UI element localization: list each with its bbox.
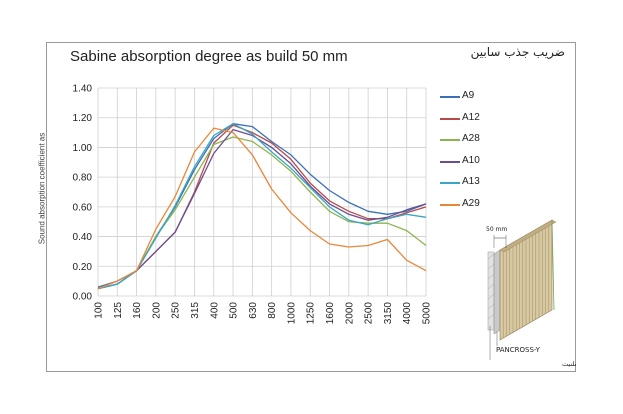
- legend-label: A10: [462, 154, 480, 166]
- x-tick-label: 100: [94, 302, 105, 319]
- legend-swatch: [440, 160, 460, 163]
- x-tick-label: 200: [151, 302, 162, 319]
- series-line-a13: [97, 123, 427, 290]
- chart-title: Sabine absorption degree as build 50 mm: [70, 48, 348, 65]
- grid-lines: [97, 87, 427, 297]
- legend-swatch: [440, 139, 460, 142]
- persian-title: ضریب جذب سابین: [470, 45, 565, 59]
- material-label: پشم سنگ یا سلنیت: [562, 360, 576, 368]
- y-tick-label: 0.20: [73, 262, 93, 273]
- y-tick-label: 1.00: [73, 143, 93, 154]
- legend-label: A28: [462, 133, 480, 145]
- x-tick-label: 4000: [402, 302, 413, 325]
- legend-label: A9: [462, 90, 475, 101]
- legend-swatch: [440, 96, 460, 98]
- x-tick-label: 5000: [422, 302, 433, 325]
- legend-label: A13: [462, 176, 480, 188]
- x-tick-label: 1000: [286, 302, 297, 325]
- y-tick-label: 0.80: [73, 173, 93, 184]
- legend-swatch: [440, 203, 460, 206]
- y-tick-labels: 0.00 0.20 0.40 0.60 0.80 1.00 1.20 1.40: [73, 84, 93, 303]
- x-tick-label: 125: [113, 302, 124, 319]
- panel-illustration: 50 mm PANCROSS-Y پشم سنگ یا سلنیت: [486, 219, 576, 368]
- x-tick-label: 250: [171, 302, 182, 319]
- y-tick-label: 0.60: [73, 202, 93, 213]
- x-tick-label: 315: [190, 302, 201, 319]
- x-tick-label: 1250: [306, 302, 317, 325]
- x-tick-label: 160: [132, 302, 143, 319]
- y-tick-label: 0.40: [73, 232, 93, 243]
- x-tick-labels: 100 125 160 200 250 315 400 500 630 800 1000 1250 16…: [94, 302, 433, 325]
- x-tick-label: 2500: [364, 302, 375, 325]
- x-tick-label: 400: [209, 302, 220, 319]
- x-tick-label: 630: [248, 302, 259, 319]
- series-line-a10: [97, 128, 427, 290]
- chart-frame: [46, 42, 576, 372]
- dimension-label: 50 mm: [486, 226, 507, 233]
- legend-swatch: [440, 117, 460, 120]
- x-tick-label: 500: [229, 302, 240, 319]
- x-tick-label: 1600: [325, 302, 336, 325]
- series-line-a29: [97, 127, 427, 290]
- x-tick-label: 800: [267, 302, 278, 319]
- product-label: PANCROSS-Y: [496, 346, 541, 354]
- y-tick-label: 1.40: [73, 84, 93, 95]
- insulation-layer: [493, 249, 501, 335]
- x-tick-label: 3150: [383, 302, 394, 325]
- series-lines: [97, 123, 427, 290]
- y-tick-label: 1.20: [73, 113, 93, 124]
- legend-swatch: [440, 182, 460, 185]
- legend-label: A29: [462, 197, 480, 209]
- legend-label: A12: [462, 111, 480, 123]
- y-tick-label: 0.00: [73, 292, 93, 303]
- x-tick-label: 2000: [344, 302, 355, 325]
